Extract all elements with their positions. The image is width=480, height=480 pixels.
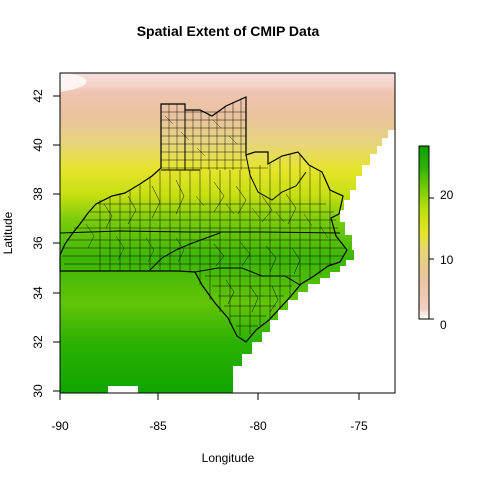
x-tick-label: -80: [249, 419, 267, 433]
county-boundaries: [59, 96, 348, 343]
raster-corner-highlight: [60, 73, 87, 92]
y-tick-label: 30: [31, 384, 45, 398]
map-title: Spatial Extent of CMIP Data: [137, 23, 320, 39]
y-tick-label: 34: [31, 286, 45, 300]
colorbar-tick-label: 10: [440, 253, 454, 267]
state-line-nc-sc: [194, 267, 301, 286]
x-tick-label: -90: [51, 419, 69, 433]
y-tick-label: 38: [31, 187, 45, 201]
colorbar-ramp: [418, 145, 430, 320]
cmip-raster: [60, 73, 395, 393]
y-tick-label: 40: [31, 138, 45, 152]
raster-top-tint: [60, 73, 395, 88]
county-grid-fine: [85, 115, 329, 263]
colorbar-tick-label: 0: [440, 318, 447, 332]
x-tick-label: -75: [350, 419, 368, 433]
region-outline: [59, 96, 348, 343]
y-axis: 30 32 34 36 38 40 42 Latitude: [1, 89, 61, 398]
y-axis-label: Latitude: [1, 211, 15, 254]
y-tick-label: 32: [31, 335, 45, 349]
y-tick-label: 42: [31, 89, 45, 103]
x-axis: -90 -85 -80 -75 Longitude: [51, 392, 368, 465]
raster-field: [60, 73, 395, 393]
x-tick-label: -85: [149, 419, 167, 433]
colorbar-tick-label: 20: [440, 188, 454, 202]
x-axis-label: Longitude: [202, 451, 255, 465]
y-tick-label: 36: [31, 236, 45, 250]
colorbar: 0 10 20: [418, 145, 454, 332]
